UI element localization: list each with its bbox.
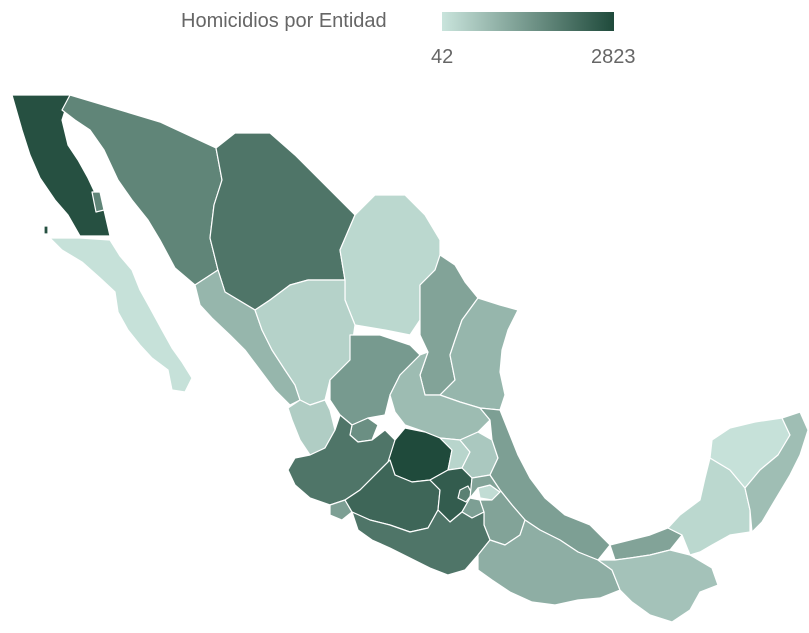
legend-title: Homicidios por Entidad — [181, 10, 387, 32]
island-tiburon — [91, 191, 105, 213]
state-quintana-roo[interactable] — [744, 411, 809, 533]
state-cdmx[interactable] — [457, 485, 473, 503]
state-zacatecas[interactable] — [329, 334, 421, 426]
island-guadalupe — [43, 225, 49, 235]
state-colima[interactable] — [329, 499, 353, 521]
state-baja-california-sur[interactable] — [49, 237, 193, 393]
state-chiapas[interactable] — [597, 549, 719, 623]
state-guerrero[interactable] — [351, 509, 491, 576]
legend-color-scale — [442, 12, 614, 31]
legend-min-value: 42 — [431, 46, 454, 68]
legend-max-value: 2823 — [591, 46, 636, 68]
state-baja-california[interactable] — [11, 94, 111, 237]
